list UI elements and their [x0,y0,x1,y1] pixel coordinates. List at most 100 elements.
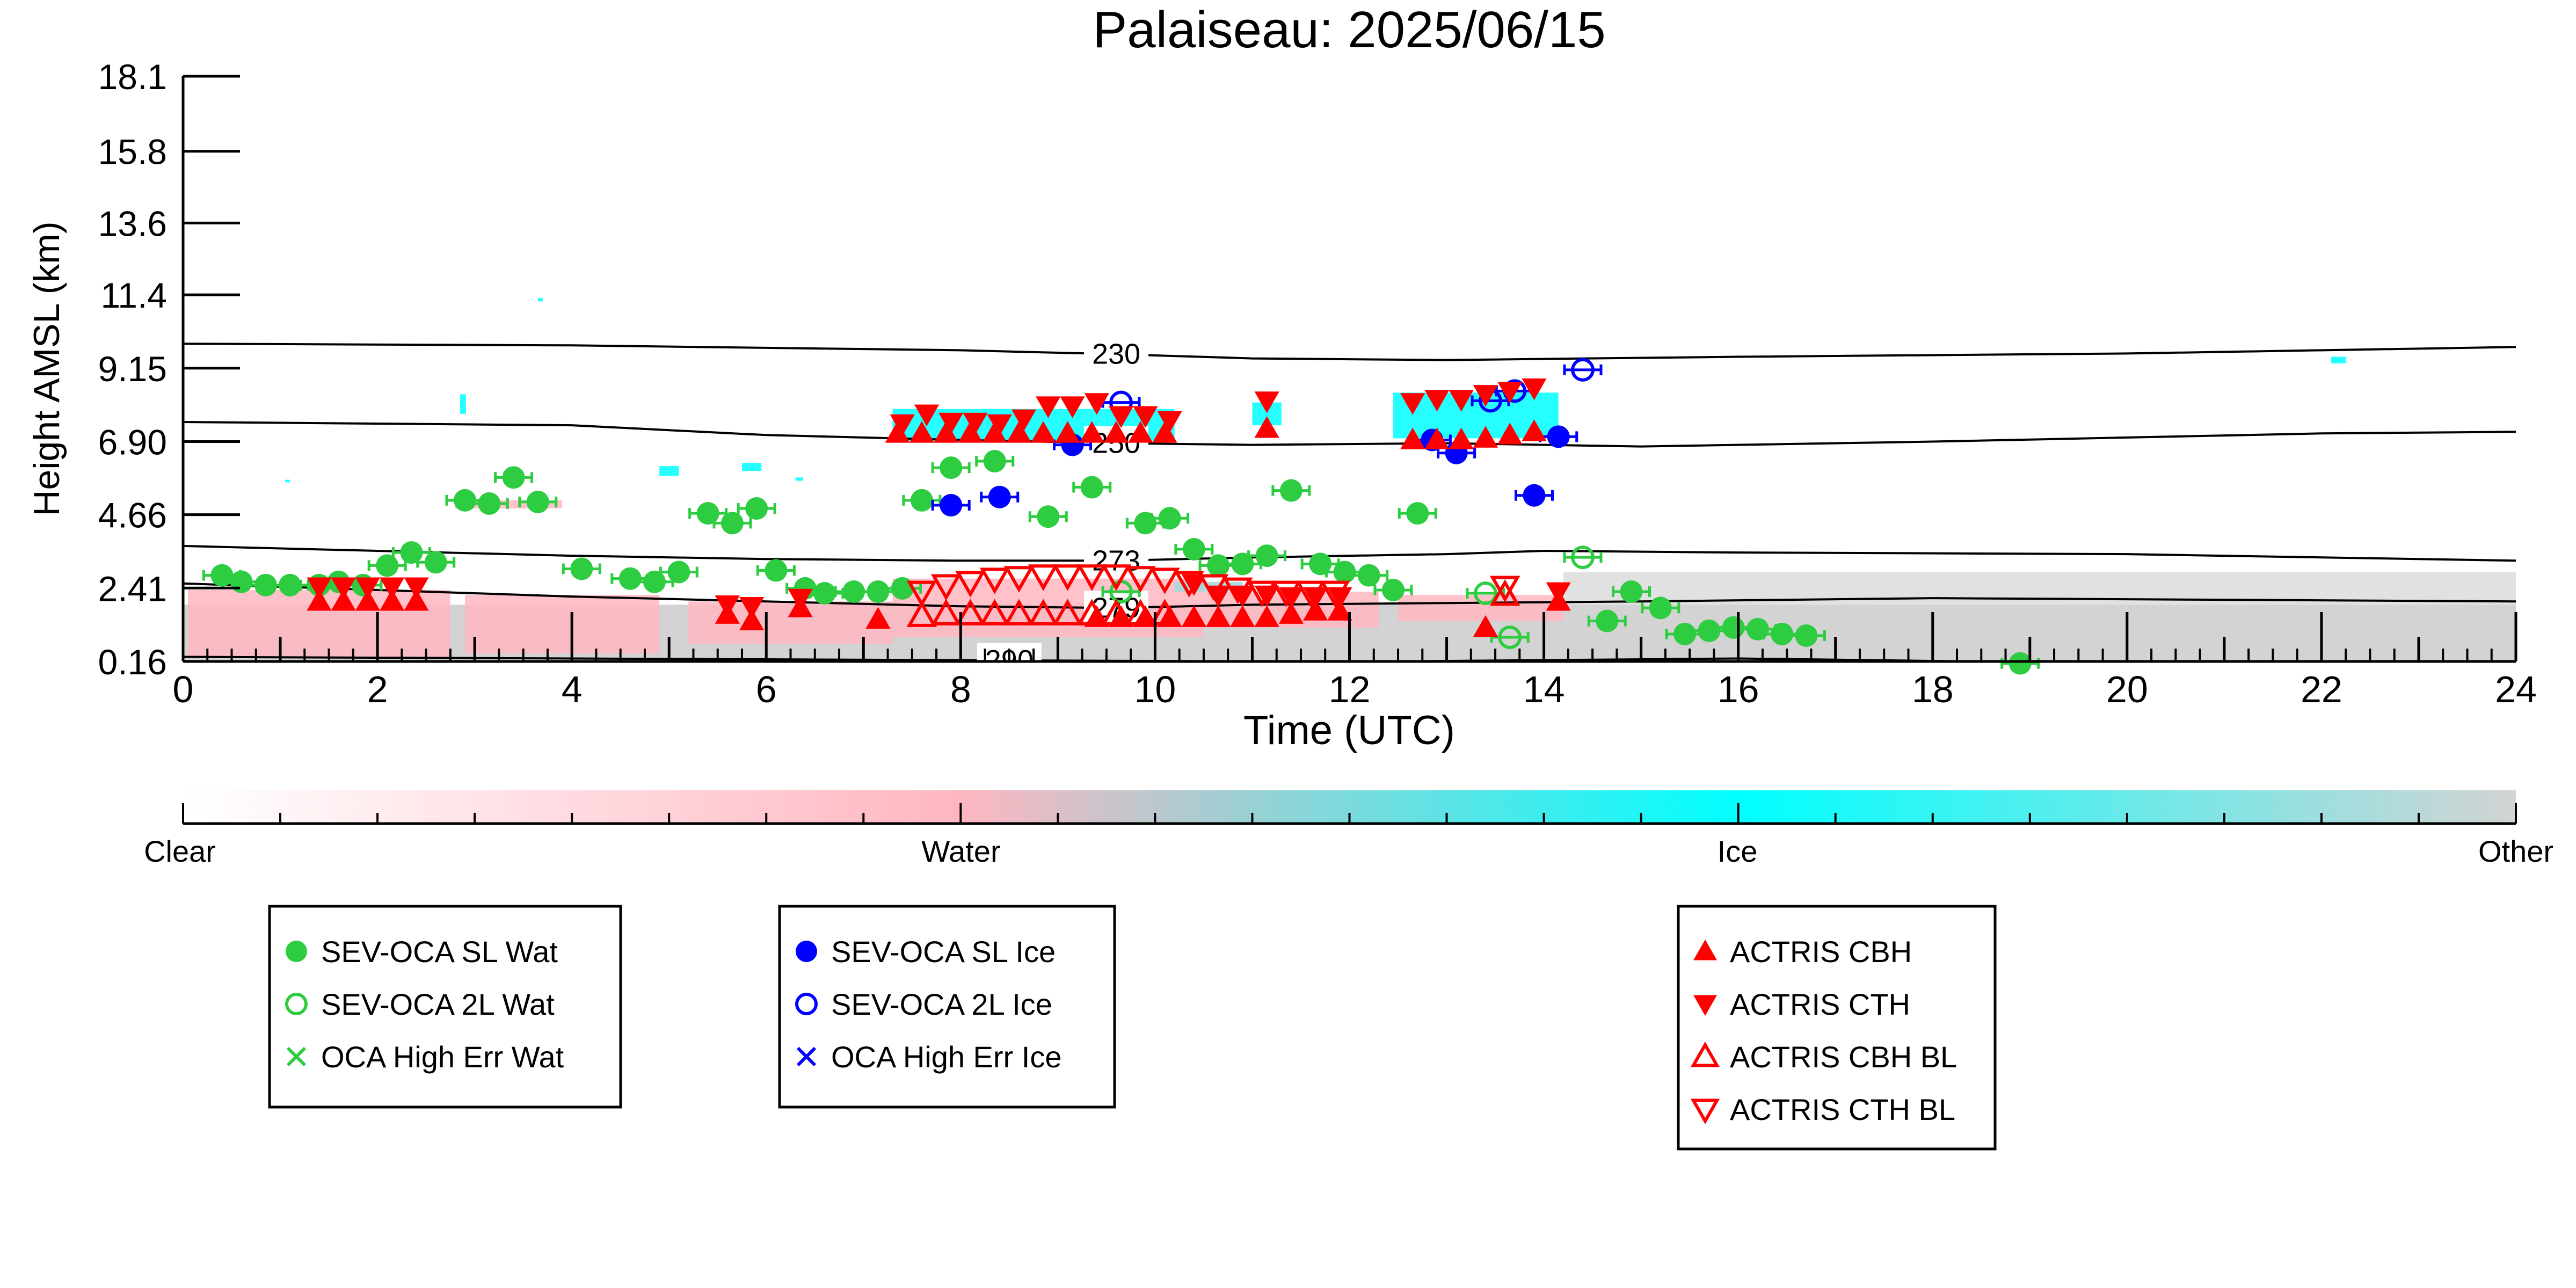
data-point [1771,622,1794,645]
data-point [1108,406,1134,428]
data-point [1149,599,1180,625]
data-point [2009,652,2032,675]
data-point [1698,619,1721,642]
data-point [1271,580,1302,608]
data-point [1028,599,1059,625]
data-point [526,490,549,513]
x-tick-label: 24 [2495,668,2537,710]
data-point [1400,393,1425,415]
classification-colorbar: Clear Water Ice Other [144,790,2553,868]
data-point [355,577,381,599]
y-tick-label: 13.6 [98,203,167,243]
legend-label: ACTRIS CTH BL [1730,1093,1955,1126]
data-point [979,567,1010,594]
data-point [279,573,302,596]
mask-ice-speck [2331,356,2346,363]
x-tick-label: 20 [2106,668,2148,710]
data-point [938,412,964,435]
data-point [400,541,423,564]
data-point [1076,599,1108,625]
data-point [955,571,986,598]
data-point [1497,381,1523,404]
data-point [1546,582,1571,605]
data-point [1571,358,1595,382]
y-tick-label: 9.15 [98,349,167,389]
data-point [1052,599,1083,625]
data-point [1596,609,1619,632]
data-point [1152,421,1177,443]
data-point [739,596,765,619]
data-point [643,570,666,593]
legend-marker [286,941,307,962]
data-point [1182,537,1205,561]
legend-frame [1677,905,1997,1151]
data-point [1031,421,1056,443]
colorbar-label-clear: Clear [144,834,216,868]
data-point [813,582,836,605]
colorbar-label-other: Other [2478,834,2553,868]
data-point [1207,554,1230,577]
data-point [765,559,788,582]
data-point [721,512,744,535]
data-point [1424,390,1450,412]
data-point [1522,378,1547,401]
legend-marker [795,993,818,1015]
legend-marker [1693,940,1717,960]
data-point [1133,406,1158,428]
data-point [1279,479,1302,502]
legend-label: ACTRIS CBH [1730,935,1912,969]
data-point [380,577,405,599]
data-point [380,589,405,611]
mask-ice-speck [537,298,543,302]
data-point [1003,599,1035,625]
data-point [1295,580,1326,608]
series-actris-cth-bl [906,564,1520,608]
data-point [1254,416,1279,438]
data-point [1649,596,1672,620]
legend-label: SEV-OCA SL Ice [831,935,1056,969]
y-tick-label: 4.66 [98,496,167,535]
legend-frame [778,905,1116,1109]
data-point [745,497,768,520]
data-point [1473,385,1498,407]
x-tick-label: 2 [367,668,388,710]
data-point [618,567,642,590]
legend-box-2: SEV-OCA SL Ice SEV-OCA 2L Ice OCA High Err… [778,905,1116,1109]
data-point [955,599,986,625]
data-point [1746,617,1769,641]
y-tick-label: 18.1 [98,57,167,97]
data-point [1158,507,1181,530]
data-point [1222,577,1253,605]
data-point [930,574,962,601]
data-point [910,489,933,512]
y-tick-label: 2.41 [98,569,167,608]
y-tick-label: 11.4 [100,275,167,315]
data-point [1174,571,1205,598]
data-point [1149,567,1180,594]
data-point [909,421,935,443]
mask-ice-speck [460,394,466,414]
legend-label: OCA High Err Ice [831,1040,1061,1074]
legend-marker [796,1046,817,1067]
data-point [1011,409,1037,432]
legend-marker [285,993,308,1015]
data-point [1003,566,1035,593]
data-point [1125,566,1156,593]
data-point [1230,585,1255,608]
mask-water-region [465,595,660,654]
data-point [1079,421,1104,443]
data-point [979,599,1010,625]
x-tick-label: 8 [950,668,971,710]
data-point [1333,561,1356,584]
data-point [1255,544,1278,567]
data-point [331,577,356,599]
data-point [1254,391,1279,413]
data-point [1449,427,1474,449]
data-point [1620,580,1643,603]
x-tick-label: 0 [173,668,194,710]
data-point [906,580,937,608]
retrieval-markers [202,358,2040,675]
data-point [1381,578,1405,601]
data-point [254,573,277,596]
colorbar-label-water: Water [921,834,1000,868]
